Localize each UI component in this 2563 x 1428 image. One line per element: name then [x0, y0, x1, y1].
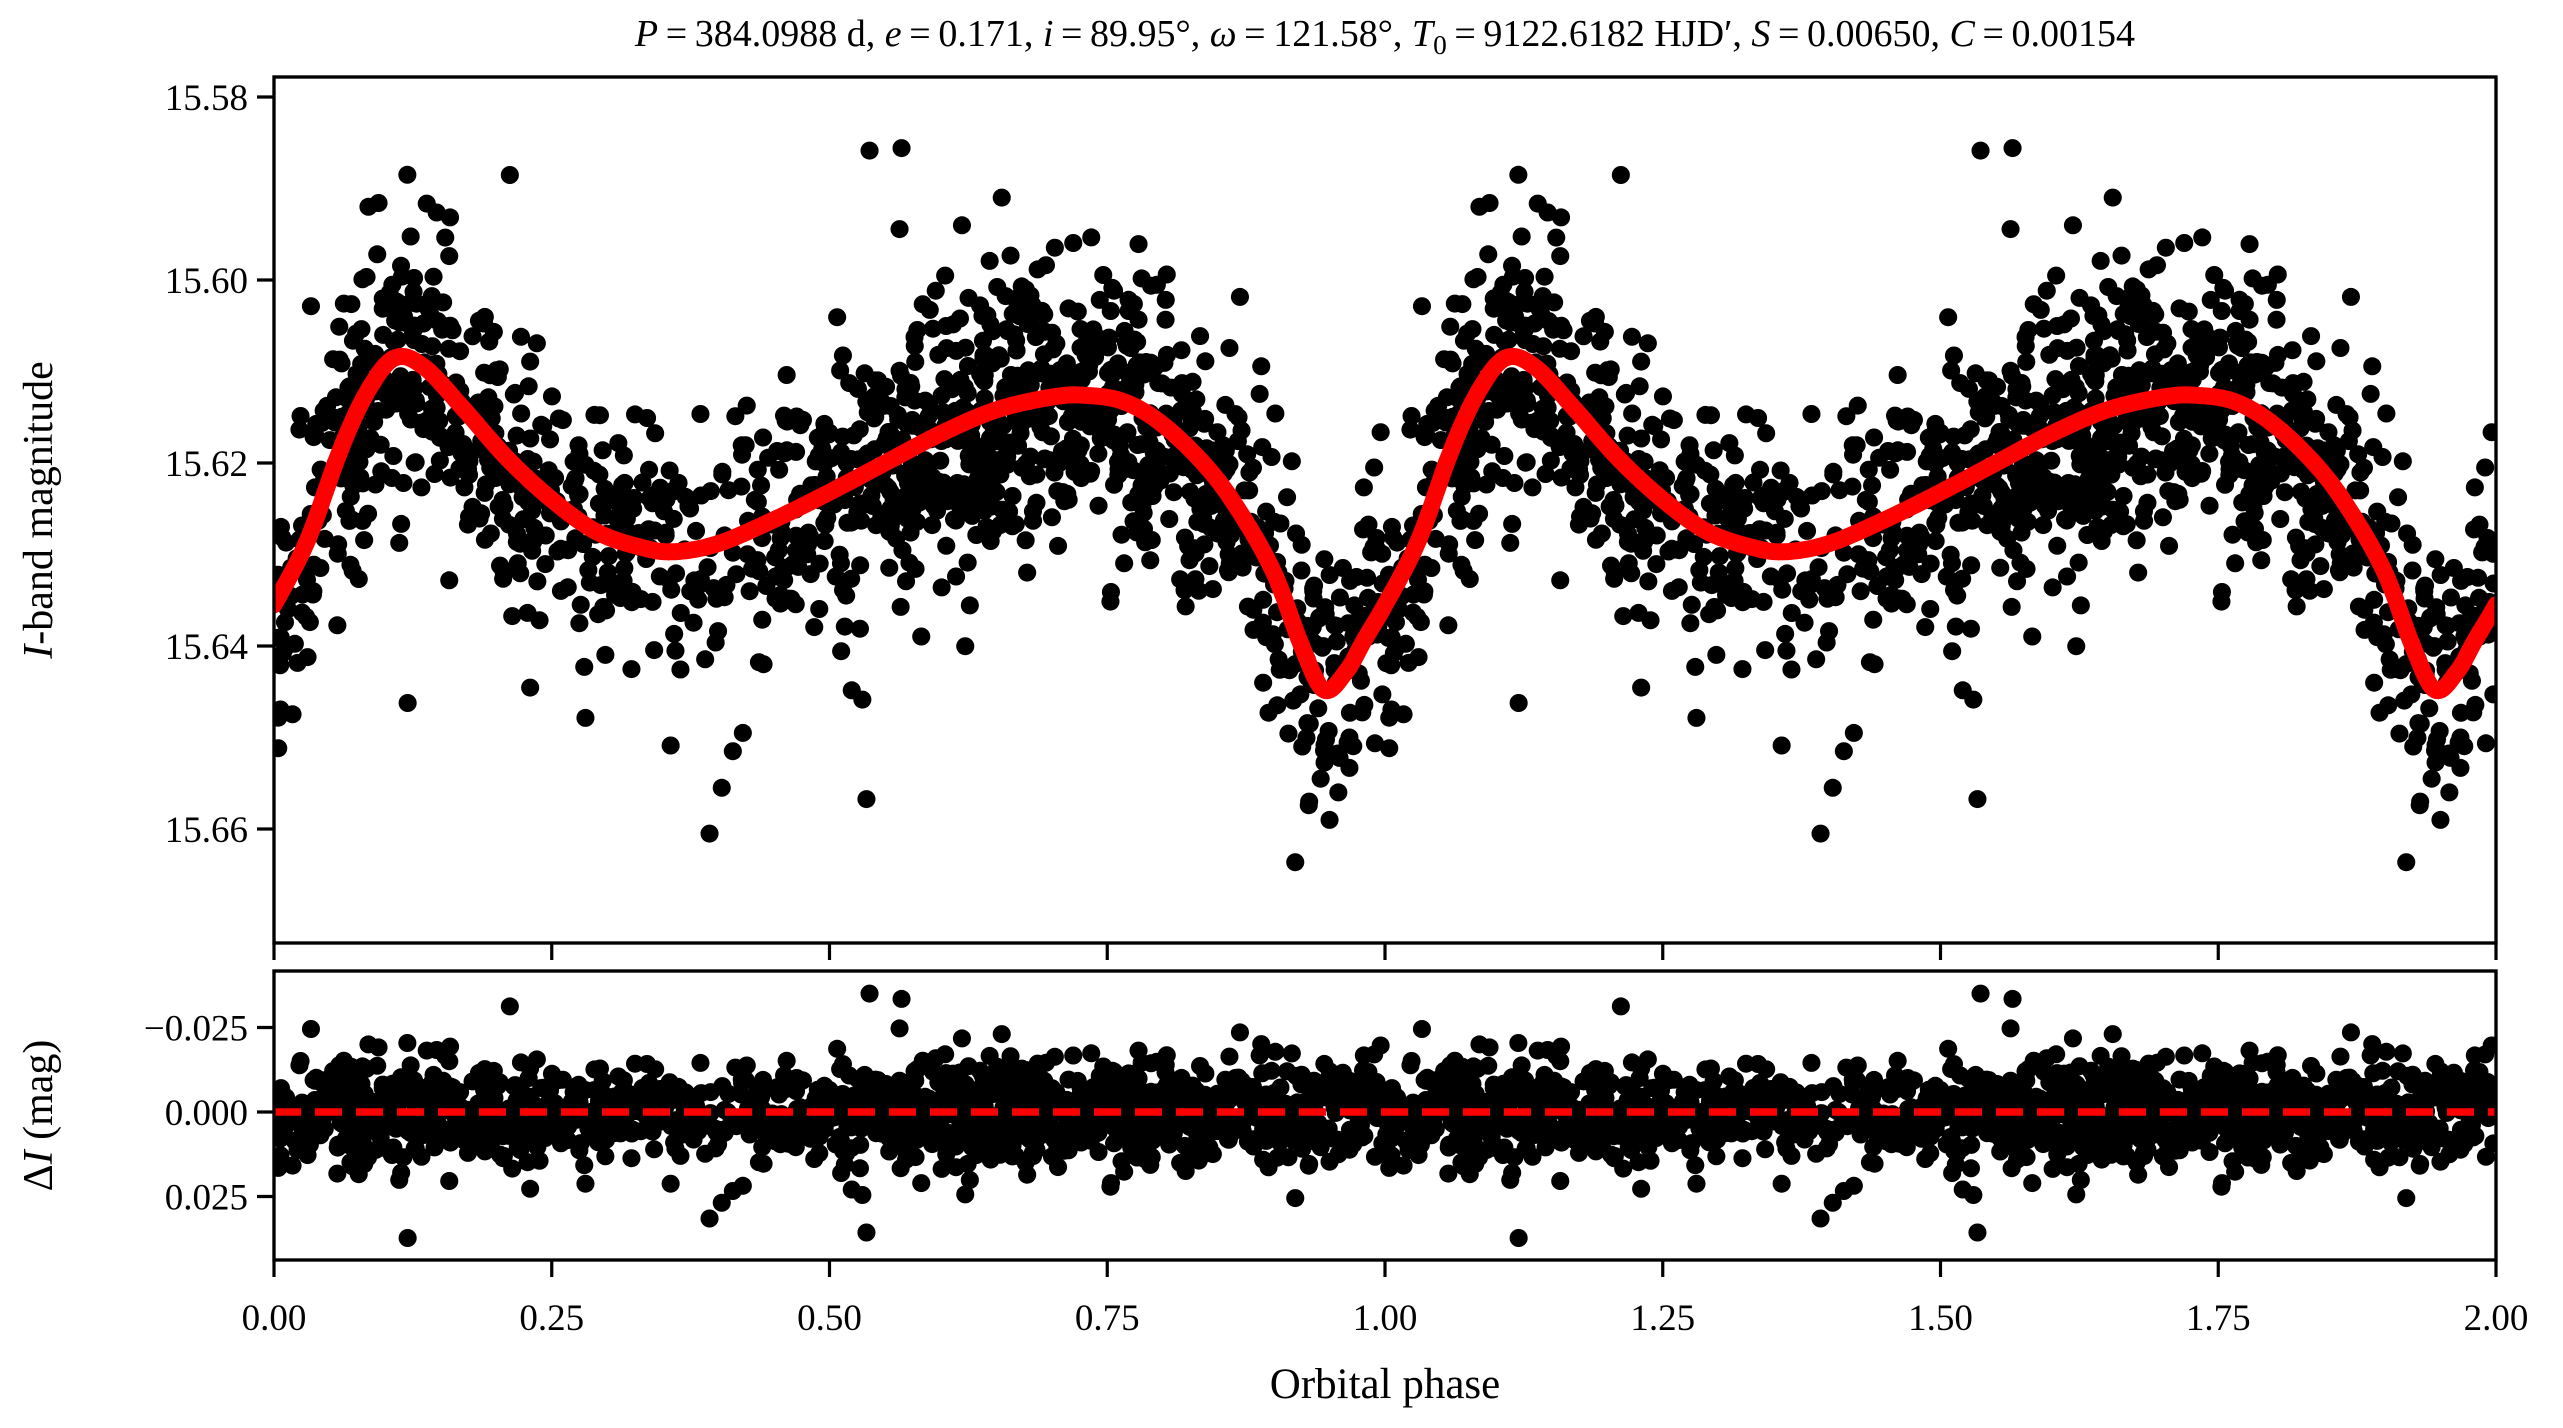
residual-points [274, 984, 2496, 1247]
x-tick-label: 0.25 [519, 1298, 584, 1339]
magnitude-tick-label: 15.60 [165, 261, 248, 302]
x-tick-label: 1.75 [2186, 1298, 2251, 1339]
x-tick-label: 1.50 [1908, 1298, 1973, 1339]
residual-tick-label: 0.000 [165, 1093, 248, 1134]
residual-tick-label: 0.025 [165, 1178, 248, 1219]
x-tick-label: 0.00 [242, 1298, 307, 1339]
top-panel-spines-overlay [272, 75, 2498, 945]
magnitude-tick-label: 15.64 [165, 627, 248, 668]
magnitude-tick-label: 15.58 [165, 78, 248, 119]
residual-panel-spines-overlay [272, 969, 2498, 1262]
magnitude-tick-label: 15.66 [165, 810, 248, 851]
figure-title: P = 384.0988 d, e = 0.171, i = 89.95°, ω… [634, 13, 2135, 60]
residual-axis-label: ΔI (mag) [16, 1040, 62, 1192]
magnitude-axis-label: I-band magnitude [16, 361, 62, 659]
magnitude-tick-label: 15.62 [165, 444, 248, 485]
model-curve [274, 347, 2496, 700]
observation-points [274, 139, 2496, 872]
x-tick-label: 0.75 [1075, 1298, 1140, 1339]
residual-points-layer [274, 984, 2496, 1247]
x-tick-label: 2.00 [2464, 1298, 2529, 1339]
orbital-phase-axis-label: Orbital phase [1270, 1361, 1500, 1408]
x-tick-label: 1.00 [1353, 1298, 1418, 1339]
residual-tick-label: −0.025 [144, 1009, 248, 1050]
x-tick-label: 0.50 [797, 1298, 862, 1339]
x-tick-label: 1.25 [1630, 1298, 1695, 1339]
model-curve-layer [274, 347, 2496, 700]
observation-points-layer [274, 139, 2496, 872]
